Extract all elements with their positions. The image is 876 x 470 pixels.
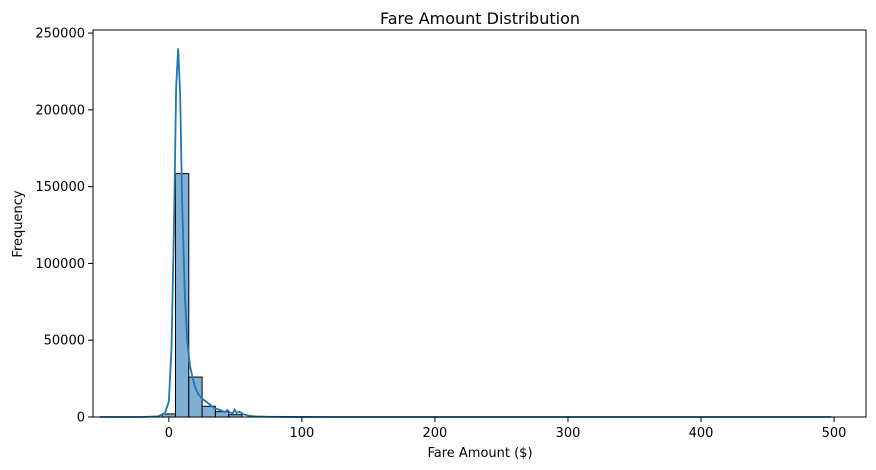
kde-line: [99, 48, 832, 418]
x-tick-label: 100: [289, 426, 314, 441]
x-axis-ticks: 0 100 200 300 400 500: [165, 417, 847, 441]
y-tick-label: 0: [77, 411, 85, 426]
x-tick-label: 400: [689, 426, 714, 441]
y-tick-label: 100000: [35, 257, 85, 272]
x-tick-label: 0: [165, 426, 173, 441]
plot-frame: [92, 29, 867, 418]
y-axis-ticks: 0 50000 100000 150000 200000 250000: [35, 27, 93, 426]
histogram-bar: [214, 411, 230, 418]
y-tick-label: 250000: [35, 27, 85, 42]
y-axis-label: Frequency: [11, 190, 26, 257]
x-tick-label: 500: [822, 426, 847, 441]
y-tick-label: 150000: [35, 180, 85, 195]
x-tick-label: 200: [423, 426, 448, 441]
y-tick-label: 200000: [35, 103, 85, 118]
x-axis-label: Fare Amount ($): [427, 446, 532, 461]
chart-title: Fare Amount Distribution: [380, 9, 580, 28]
x-tick-label: 300: [556, 426, 581, 441]
y-tick-label: 50000: [44, 334, 85, 349]
